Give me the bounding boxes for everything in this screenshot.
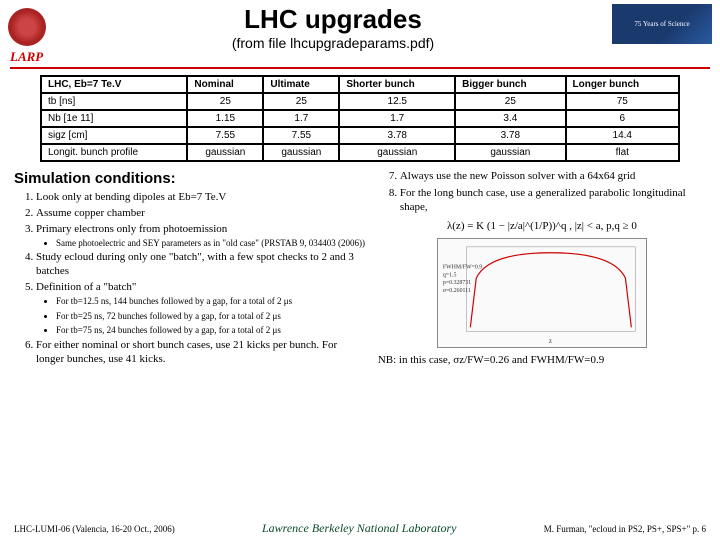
nb-note: NB: in this case, σz/FW=0.26 and FWHM/FW… — [378, 354, 706, 366]
svg-text:FWHM/FW=0.9: FWHM/FW=0.9 — [443, 265, 482, 271]
list-item: Look only at bending dipoles at Eb=7 Te.… — [36, 191, 366, 205]
larp-label: LARP — [0, 49, 720, 65]
svg-text:σ=0.260111: σ=0.260111 — [443, 288, 471, 294]
logo-right: 75 Years of Science — [612, 4, 712, 44]
svg-text:z: z — [549, 338, 552, 345]
list-item: For the long bunch case, use a generaliz… — [400, 187, 706, 215]
list-item: Definition of a "batch" For tb=12.5 ns, … — [36, 281, 366, 337]
sub-item: For tb=12.5 ns, 144 bunches followed by … — [56, 296, 366, 307]
list-item: Primary electrons only from photoemissio… — [36, 223, 366, 250]
params-table: LHC, Eb=7 Te.V Nominal Ultimate Shorter … — [40, 75, 680, 162]
sim-title: Simulation conditions: — [14, 170, 366, 187]
sub-item: Same photoelectric and SEY parameters as… — [56, 238, 366, 249]
svg-text:p=0.328731: p=0.328731 — [443, 280, 471, 286]
col-shorter: Shorter bunch — [339, 76, 455, 93]
footer-left: LHC-LUMI-06 (Valencia, 16-20 Oct., 2006) — [14, 524, 175, 534]
list-item: Assume copper chamber — [36, 207, 366, 221]
table-header-main: LHC, Eb=7 Te.V — [41, 76, 187, 93]
page-title: LHC upgrades — [54, 4, 612, 35]
table-row: Nb [1e 11]1.151.71.73.46 — [41, 110, 679, 127]
sub-item: For tb=75 ns, 24 bunches followed by a g… — [56, 325, 366, 336]
list-item: For either nominal or short bunch cases,… — [36, 339, 366, 367]
col-longer: Longer bunch — [566, 76, 680, 93]
page-subtitle: (from file lhcupgradeparams.pdf) — [54, 35, 612, 51]
sub-item: For tb=25 ns, 72 bunches followed by a g… — [56, 311, 366, 322]
logo-left — [8, 8, 46, 46]
col-bigger: Bigger bunch — [455, 76, 565, 93]
svg-text:q=1.5: q=1.5 — [443, 273, 457, 279]
col-ultimate: Ultimate — [263, 76, 339, 93]
footer-right: M. Furman, "ecloud in PS2, PS+, SPS+" p.… — [544, 524, 706, 534]
col-nominal: Nominal — [187, 76, 263, 93]
footer-logo: Lawrence Berkeley National Laboratory — [262, 521, 457, 536]
lambda-graph: FWHM/FW=0.9 q=1.5 p=0.328731 σ=0.260111 … — [437, 238, 647, 348]
table-row: sigz [cm]7.557.553.783.7814.4 — [41, 127, 679, 144]
formula: λ(z) = K (1 − |z/a|^(1/P))^q , |z| < a, … — [378, 220, 706, 232]
list-item: Always use the new Poisson solver with a… — [400, 170, 706, 184]
list-item: Study ecloud during only one "batch", wi… — [36, 251, 366, 279]
table-row: Longit. bunch profilegaussiangaussiangau… — [41, 144, 679, 161]
divider — [10, 67, 710, 69]
table-row: tb [ns]252512.52575 — [41, 93, 679, 110]
